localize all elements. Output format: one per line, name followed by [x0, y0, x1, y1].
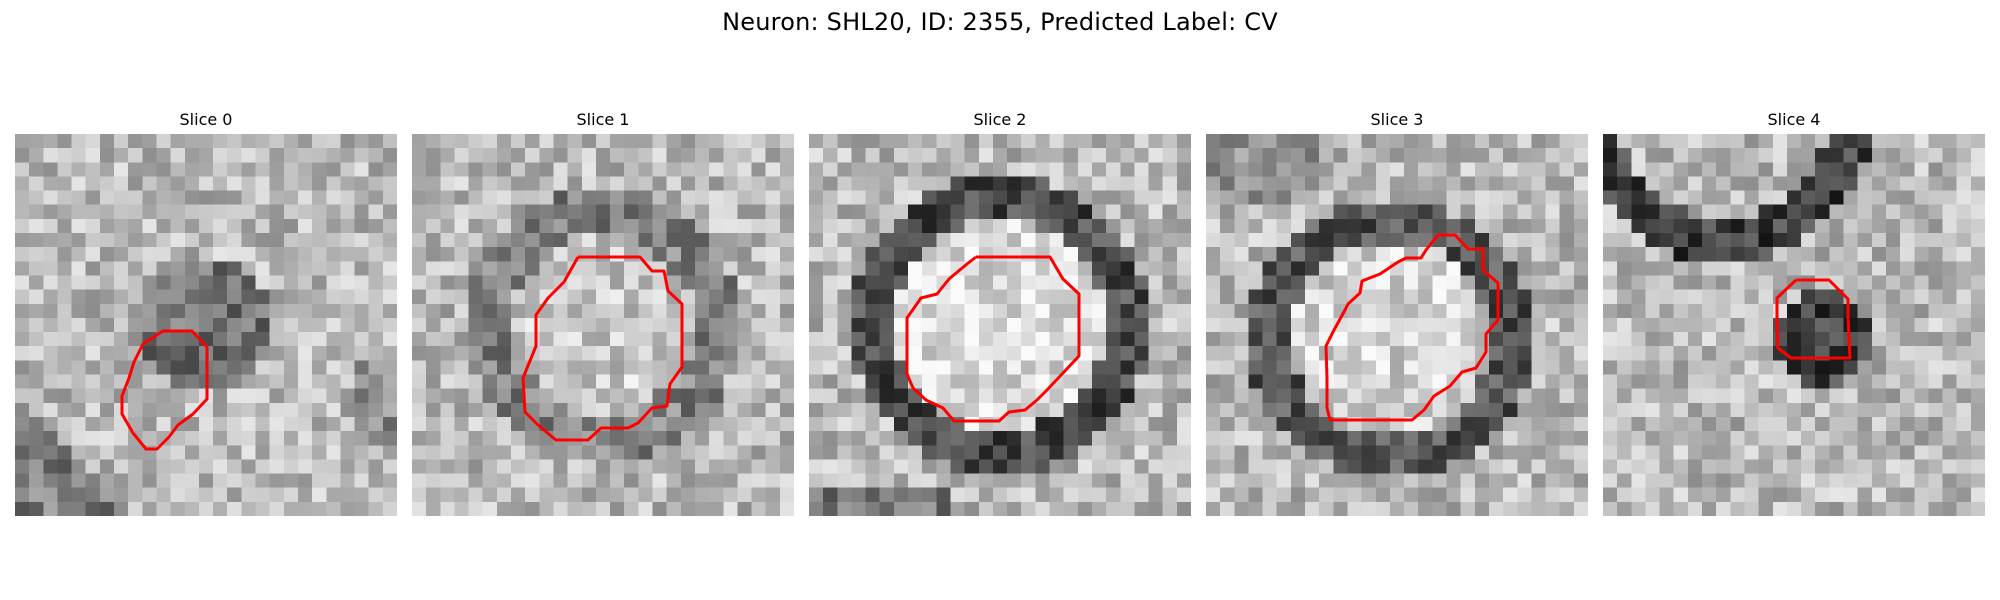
slice-panel-0: Slice 0	[15, 110, 397, 520]
slice-image-2	[809, 134, 1191, 516]
slice-panel-3: Slice 3	[1206, 110, 1588, 520]
slice-title: Slice 3	[1370, 110, 1424, 129]
em-texture	[1603, 134, 1985, 516]
slice-image-3	[1206, 134, 1588, 516]
slice-title: Slice 1	[576, 110, 630, 129]
slice-image-1	[412, 134, 794, 516]
slice-panel-4: Slice 4	[1603, 110, 1985, 520]
segmentation-outline	[1775, 278, 1852, 360]
em-texture	[1206, 134, 1588, 516]
slice-title: Slice 4	[1767, 110, 1821, 129]
slice-panel-1: Slice 1	[412, 110, 794, 520]
em-texture	[809, 134, 1191, 516]
slice-title: Slice 2	[973, 110, 1027, 129]
slice-image-4	[1603, 134, 1985, 516]
em-texture	[15, 134, 397, 516]
segmentation-outline	[120, 329, 209, 451]
segmentation-outline	[521, 255, 684, 442]
slice-panel-2: Slice 2	[809, 110, 1191, 520]
figure-title: Neuron: SHL20, ID: 2355, Predicted Label…	[722, 8, 1278, 36]
segmentation-outline	[1324, 233, 1500, 422]
segmentation-outline	[905, 255, 1081, 423]
em-texture	[412, 134, 794, 516]
slice-image-0	[15, 134, 397, 516]
slice-title: Slice 0	[179, 110, 233, 129]
